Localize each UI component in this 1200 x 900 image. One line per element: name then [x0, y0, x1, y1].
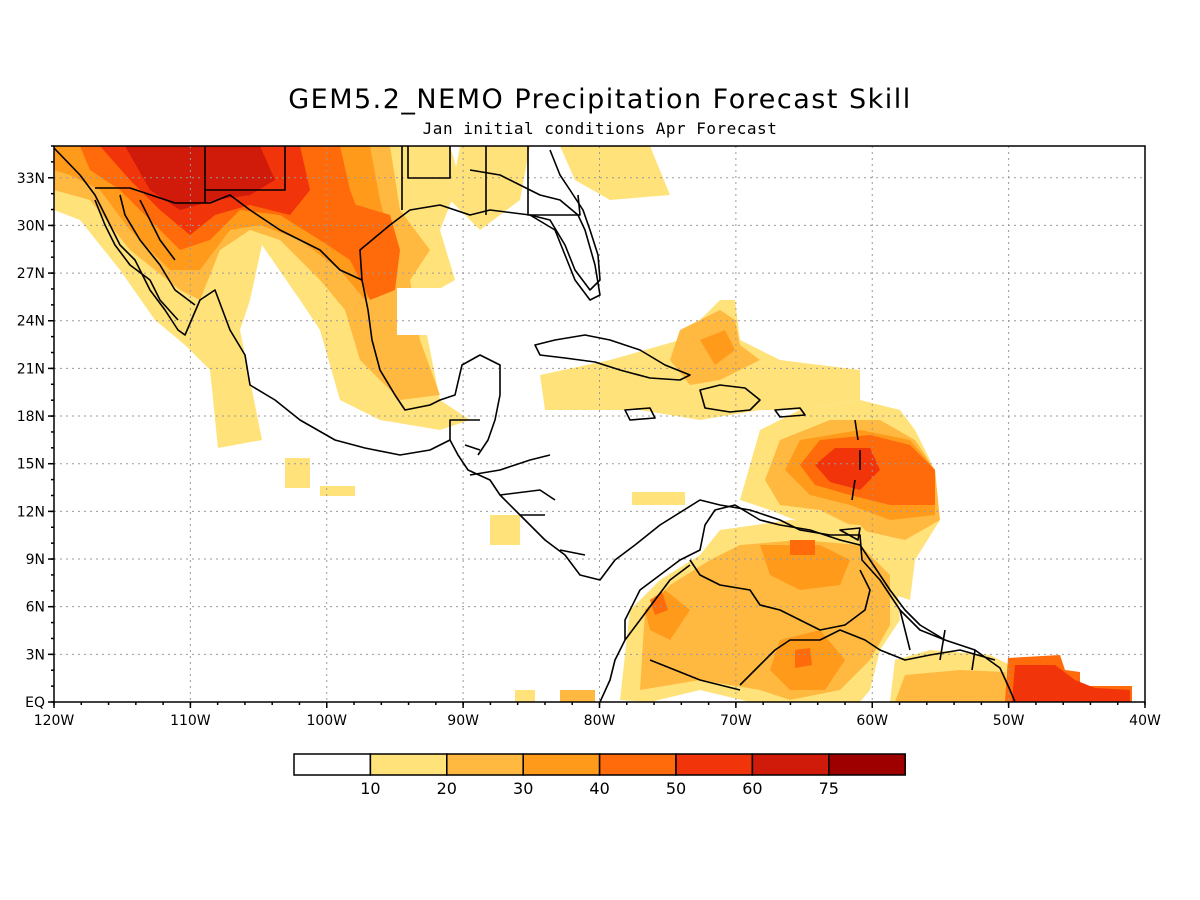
- lon-tick-label: 120W: [34, 713, 75, 729]
- colorbar-swatch: [293, 753, 372, 776]
- lat-tick-label: 15N: [17, 457, 45, 473]
- cuba-coastline: [534, 334, 691, 381]
- colorbar-level-label: 50: [666, 779, 686, 798]
- colorbar-swatch: [369, 753, 448, 776]
- colorbar-swatch: [828, 753, 906, 776]
- colorbar-level-label: 10: [360, 779, 380, 798]
- skill-region-lvl1: [490, 515, 520, 545]
- skill-region-lvl1: [285, 458, 310, 488]
- skill-region-lvl5: [1012, 665, 1130, 702]
- lat-tick-label: 33N: [17, 171, 45, 187]
- chart-subtitle: Jan initial conditions Apr Forecast: [422, 119, 778, 138]
- hispaniola-coastline: [699, 384, 761, 413]
- skill-region-lvl2: [895, 670, 1010, 702]
- baja-california: [94, 194, 196, 321]
- lon-tick-label: 80W: [584, 713, 616, 729]
- puerto-rico-coastline: [774, 407, 806, 418]
- skill-region-lvl1: [515, 690, 535, 702]
- skill-region-lvl0: [397, 288, 462, 335]
- mexico-gulf-coastline: [359, 169, 601, 301]
- lon-tick-label: 60W: [856, 713, 888, 729]
- venezuela-border: [689, 559, 871, 631]
- lat-tick-label: 30N: [17, 218, 45, 234]
- south-america-coastline: [599, 504, 946, 702]
- axis-ticks: [48, 145, 1146, 708]
- lat-tick-label: 12N: [17, 504, 45, 520]
- chart-title: GEM5.2_NEMO Precipitation Forecast Skill: [288, 84, 912, 115]
- guianas-borders: [899, 609, 976, 671]
- skill-region-lvl1: [632, 492, 685, 505]
- lat-tick-label: 3N: [26, 647, 45, 663]
- map-grid: [54, 146, 1145, 702]
- skill-region-lvl1: [560, 146, 670, 200]
- us-state-lines: [204, 146, 581, 216]
- brazil-border: [739, 629, 996, 686]
- colorbar-swatch: [598, 753, 677, 776]
- skill-region-lvl4: [650, 540, 815, 668]
- lat-tick-label: 9N: [26, 552, 45, 568]
- colorbar-swatch: [522, 753, 601, 776]
- central-america-borders: [469, 454, 586, 556]
- colorbar-level-label: 60: [742, 779, 762, 798]
- lon-tick-label: 100W: [306, 713, 347, 729]
- colorbar-swatch: [675, 753, 754, 776]
- skill-region-lvl3: [700, 330, 735, 365]
- skill-region-lvl5: [815, 448, 880, 490]
- florida-coastline: [529, 149, 601, 291]
- colorbar-level-label: 40: [589, 779, 609, 798]
- lon-tick-label: 40W: [1129, 713, 1161, 729]
- lon-tick-label: 90W: [447, 713, 479, 729]
- skill-region-lvl1: [320, 486, 355, 496]
- colorbar-swatch: [751, 753, 830, 776]
- colorbar-level-label: 30: [513, 779, 533, 798]
- yucatan-coastline: [361, 279, 501, 456]
- lon-tick-label: 50W: [993, 713, 1025, 729]
- us-mexico-border: [95, 187, 363, 281]
- skill-region-lvl1: [450, 146, 530, 230]
- jamaica-coastline: [624, 407, 656, 421]
- colorbar-level-label: 20: [437, 779, 457, 798]
- longitude-labels: 120W 110W 100W 90W 80W 70W 60W 50W 40W: [34, 713, 1161, 729]
- lat-tick-label: 6N: [26, 600, 45, 616]
- north-america-coastline: [54, 147, 1016, 702]
- coastlines: [54, 146, 1016, 702]
- colorbar: 10 20 30 40 50 60 75: [293, 753, 906, 798]
- skill-shading: [54, 146, 1132, 702]
- latitude-labels: EQ 3N 6N 9N 12N 15N 18N 21N 24N 27N 30N 33N: [17, 171, 45, 711]
- lon-tick-label: 110W: [170, 713, 211, 729]
- colorbar-level-label: 75: [819, 779, 839, 798]
- colorbar-swatch: [446, 753, 524, 776]
- lon-tick-label: 70W: [720, 713, 752, 729]
- lat-tick-label: EQ: [25, 695, 45, 711]
- lat-tick-label: 18N: [17, 409, 45, 425]
- lat-tick-label: 24N: [17, 314, 45, 330]
- trinidad-islands: [839, 419, 861, 541]
- colombia-border: [624, 564, 741, 691]
- skill-region-lvl2: [560, 690, 595, 702]
- mexico-state-lines: [139, 199, 481, 451]
- lat-tick-label: 27N: [17, 266, 45, 282]
- lat-tick-label: 21N: [17, 361, 45, 377]
